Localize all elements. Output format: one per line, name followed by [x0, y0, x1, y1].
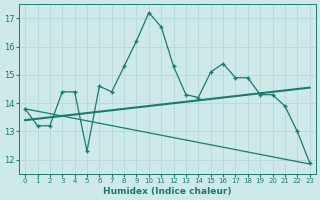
- X-axis label: Humidex (Indice chaleur): Humidex (Indice chaleur): [103, 187, 232, 196]
